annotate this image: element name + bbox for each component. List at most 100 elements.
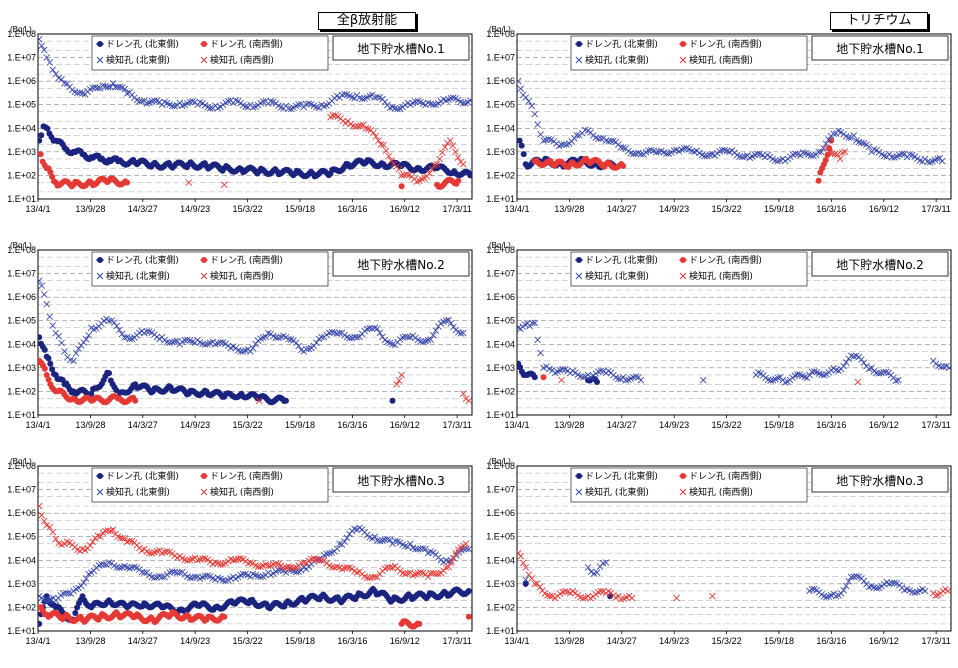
data-point-cross — [349, 122, 357, 130]
data-point-dot — [517, 137, 523, 144]
x-tick-label: 14/3/27 — [607, 204, 637, 214]
x-tick-label: 13/9/28 — [554, 636, 584, 646]
legend: ドレン孔 (北東側) ドレン孔 (南西側) 検知孔 (北東側) 検知孔 (南西側) — [91, 35, 329, 71]
data-point-cross — [885, 580, 893, 588]
x-tick-label: 15/3/22 — [712, 420, 742, 430]
data-point-cross — [65, 589, 72, 597]
data-layer — [517, 549, 951, 603]
y-tick-label: 1.E+01 — [7, 194, 36, 204]
x-tick-label: 17/3/11 — [442, 636, 471, 646]
data-point-cross — [855, 138, 863, 146]
y-tick-label: 1.E+02 — [486, 170, 515, 180]
data-point-cross — [522, 564, 530, 571]
data-point-cross — [356, 333, 363, 341]
tank-title-label: 地下貯水槽No.2 — [836, 258, 924, 272]
data-point-cross — [395, 377, 403, 384]
x-tick-label: 16/3/16 — [816, 420, 846, 430]
data-point-cross — [428, 166, 436, 173]
data-point-cross — [292, 339, 300, 347]
data-point-cross — [38, 502, 43, 510]
legend-label: ドレン孔 (南西側) — [689, 38, 762, 50]
data-point-cross — [184, 557, 191, 564]
legend: ドレン孔 (北東側) ドレン孔 (南西側) 検知孔 (北東側) 検知孔 (南西側) — [91, 467, 329, 503]
x-tick-label: 13/9/28 — [554, 420, 584, 430]
legend-marker-cross — [679, 272, 687, 280]
data-layer — [38, 35, 472, 190]
data-point-cross — [517, 553, 525, 560]
data-point-cross — [173, 337, 181, 345]
data-point-cross — [531, 319, 539, 327]
data-point-cross — [937, 363, 945, 371]
data-point-cross — [839, 149, 846, 157]
data-point-cross — [237, 555, 244, 562]
data-point-cross — [38, 277, 43, 284]
y-tick-label: 1.E+08 — [7, 461, 36, 471]
legend-label: 検知孔 (南西側) — [689, 54, 753, 66]
data-point-cross — [43, 54, 51, 61]
data-point-cross — [433, 160, 441, 168]
legend-label: 検知孔 (南西側) — [210, 486, 274, 498]
x-tick-label: 13/4/1 — [25, 204, 50, 214]
plot-frame — [516, 33, 952, 200]
data-point-cross — [820, 593, 828, 600]
data-point-cross — [391, 105, 399, 112]
data-point-cross — [424, 573, 432, 581]
data-point-cross — [242, 103, 249, 111]
plot-frame — [516, 249, 952, 416]
data-point-cross — [38, 512, 46, 519]
x-tick-label: 14/9/23 — [659, 636, 689, 646]
tank-title: 地下貯水槽No.1 — [332, 35, 470, 61]
data-point-cross — [126, 565, 133, 572]
data-point-cross — [104, 83, 112, 91]
x-tick-label: 15/3/22 — [233, 420, 263, 430]
data-point-cross — [794, 371, 801, 378]
data-point-cross — [447, 320, 455, 327]
data-point-cross — [98, 561, 105, 568]
x-tick-label: 15/9/18 — [764, 204, 794, 214]
data-layer — [38, 502, 472, 630]
data-point-cross — [46, 59, 54, 66]
data-point-cross — [395, 165, 403, 173]
data-point-cross — [333, 545, 341, 553]
data-point-cross — [774, 157, 782, 165]
data-point-dot — [106, 370, 112, 377]
data-point-cross — [934, 155, 941, 162]
data-point-dot — [38, 620, 43, 627]
data-point-cross — [372, 133, 380, 140]
data-point-cross — [860, 577, 868, 585]
data-point-cross — [370, 129, 377, 137]
data-point-cross — [673, 594, 680, 602]
x-tick-label: 13/9/28 — [75, 204, 105, 214]
data-point-cross — [898, 150, 906, 158]
data-point-cross — [645, 147, 652, 154]
tank-title-box — [811, 251, 949, 277]
data-point-cross — [858, 356, 865, 363]
data-point-cross — [401, 570, 409, 578]
data-point-cross — [257, 573, 264, 581]
data-point-cross — [148, 573, 156, 581]
y-tick-label: 1.E+07 — [486, 485, 515, 495]
data-point-cross — [528, 102, 536, 110]
data-point-cross — [432, 570, 440, 578]
legend-marker-cross — [200, 56, 208, 64]
y-tick-label: 1.E+01 — [486, 194, 515, 204]
data-point-cross — [940, 363, 948, 371]
y-tick-label: 1.E+03 — [486, 363, 515, 373]
y-tick-label: 1.E+04 — [7, 339, 36, 349]
data-point-cross — [837, 590, 845, 597]
data-point-dot — [398, 183, 405, 190]
legend-marker-cross — [96, 488, 104, 496]
x-tick-label: 17/3/11 — [921, 204, 950, 214]
data-point-cross — [341, 538, 348, 545]
data-point-dot — [416, 620, 423, 627]
chart-beta-2: (Bq/L) 1.E+01 1.E+02 1.E+03 1.E+04 1.E+05 1.E+… — [0, 236, 479, 452]
y-tick-label: 1.E+03 — [7, 147, 36, 157]
data-point-cross — [429, 331, 437, 339]
data-point-cross — [546, 592, 554, 600]
x-tick-label: 16/9/12 — [869, 636, 899, 646]
y-tick-label: 1.E+04 — [486, 555, 515, 565]
data-point-cross — [55, 333, 62, 340]
legend-marker-dot — [97, 473, 103, 479]
data-point-cross — [116, 83, 124, 91]
data-point-cross — [109, 526, 117, 533]
